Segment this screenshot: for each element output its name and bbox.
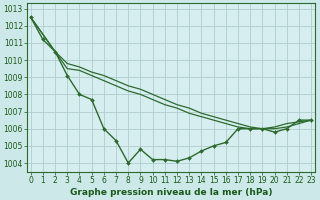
X-axis label: Graphe pression niveau de la mer (hPa): Graphe pression niveau de la mer (hPa) [70,188,272,197]
